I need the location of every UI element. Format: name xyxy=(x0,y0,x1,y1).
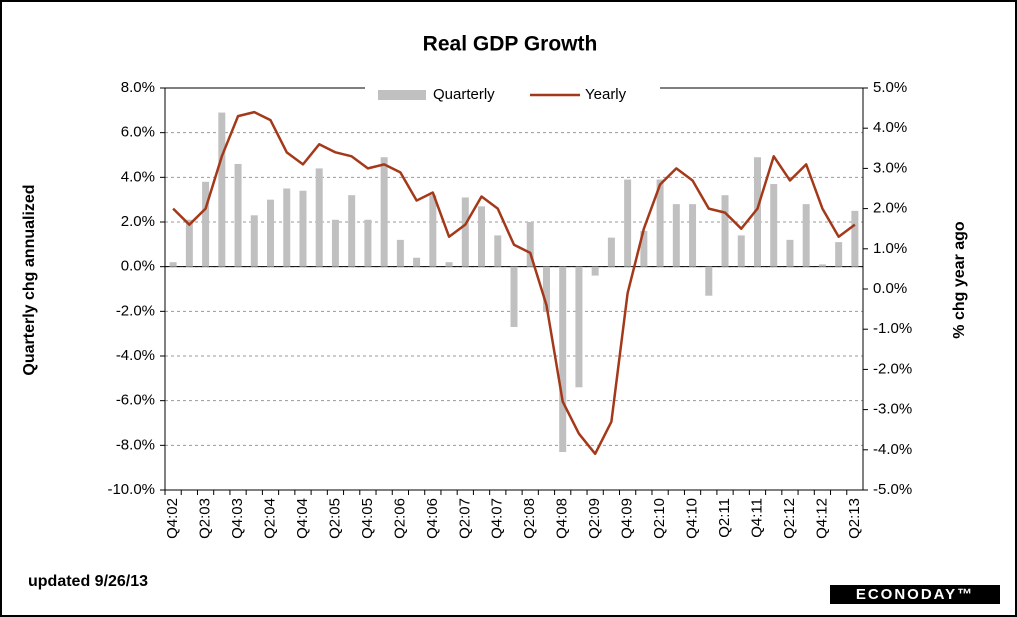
legend-swatch xyxy=(378,90,426,100)
x-tick-label: Q2:08 xyxy=(521,498,538,539)
legend-background xyxy=(365,87,660,103)
y2-tick-label: -4.0% xyxy=(873,441,912,458)
x-tick-label: Q4:03 xyxy=(229,498,246,539)
bar xyxy=(591,266,599,276)
x-tick-label: Q2:05 xyxy=(326,498,343,539)
y2-tick-label: 2.0% xyxy=(873,200,907,217)
x-tick-label: Q4:06 xyxy=(424,498,441,539)
x-tick-label: Q2:07 xyxy=(456,498,473,539)
bar xyxy=(770,184,778,267)
bar xyxy=(705,266,713,296)
y2-tick-label: -5.0% xyxy=(873,481,912,498)
y-tick-label: 6.0% xyxy=(121,124,155,141)
bar xyxy=(413,257,421,267)
bar xyxy=(478,206,486,267)
x-tick-label: Q4:10 xyxy=(684,498,701,539)
bar xyxy=(364,219,372,267)
bar xyxy=(526,222,534,267)
legend-label: Quarterly xyxy=(433,86,495,103)
bar xyxy=(348,195,356,267)
y2-tick-label: -1.0% xyxy=(873,320,912,337)
bar xyxy=(445,262,453,267)
bar xyxy=(656,179,664,267)
y2-tick-label: -3.0% xyxy=(873,401,912,418)
bar xyxy=(672,204,680,267)
bar xyxy=(575,266,583,388)
bar xyxy=(835,242,843,267)
x-tick-label: Q4:09 xyxy=(619,498,636,539)
x-tick-label: Q2:09 xyxy=(586,498,603,539)
bar xyxy=(721,195,729,267)
y-tick-label: 4.0% xyxy=(121,168,155,185)
x-tick-label: Q4:12 xyxy=(813,498,830,539)
y2-tick-label: 0.0% xyxy=(873,280,907,297)
x-tick-label: Q2:10 xyxy=(651,498,668,539)
x-tick-label: Q4:07 xyxy=(489,498,506,539)
y-tick-label: 0.0% xyxy=(121,258,155,275)
x-tick-label: Q2:03 xyxy=(197,498,214,539)
bar xyxy=(494,235,502,267)
chart-title: Real GDP Growth xyxy=(423,33,598,56)
bar xyxy=(689,204,697,267)
bar xyxy=(851,210,859,267)
x-tick-label: Q2:04 xyxy=(261,498,278,539)
footnote: updated 9/26/13 xyxy=(28,573,148,590)
bar xyxy=(640,230,648,267)
y-tick-label: -6.0% xyxy=(116,392,155,409)
y2-tick-label: 4.0% xyxy=(873,119,907,136)
y-tick-label: -2.0% xyxy=(116,302,155,319)
bar xyxy=(315,168,323,267)
bar xyxy=(396,239,404,267)
bar xyxy=(380,157,388,267)
y2-tick-label: 5.0% xyxy=(873,79,907,96)
bar xyxy=(331,219,339,267)
x-tick-label: Q4:02 xyxy=(164,498,181,539)
y-tick-label: 8.0% xyxy=(121,79,155,96)
bar xyxy=(607,237,615,267)
y-tick-label: -10.0% xyxy=(107,481,155,498)
bar xyxy=(786,239,794,267)
y2-axis-label: % chg year ago xyxy=(951,221,968,339)
y-tick-label: -8.0% xyxy=(116,436,155,453)
legend-label: Yearly xyxy=(585,86,627,103)
x-tick-label: Q4:04 xyxy=(294,498,311,539)
y2-tick-label: -2.0% xyxy=(873,360,912,377)
bar xyxy=(818,264,826,267)
logo: ECONODAY™ xyxy=(856,586,974,603)
bar xyxy=(542,266,550,312)
bar xyxy=(737,235,745,267)
x-tick-label: Q4:08 xyxy=(554,498,571,539)
bar xyxy=(802,204,810,267)
x-tick-label: Q2:06 xyxy=(391,498,408,539)
x-tick-label: Q4:05 xyxy=(359,498,376,539)
bar xyxy=(234,163,242,267)
bar xyxy=(753,157,761,267)
bar xyxy=(185,219,193,267)
bar xyxy=(299,190,307,267)
bar xyxy=(624,179,632,267)
bar xyxy=(202,181,210,267)
bar xyxy=(283,188,291,267)
x-tick-label: Q4:11 xyxy=(748,498,765,538)
bar xyxy=(169,262,177,267)
y-tick-label: 2.0% xyxy=(121,213,155,230)
line xyxy=(172,110,856,456)
y-tick-label: -4.0% xyxy=(116,347,155,364)
bar xyxy=(510,266,518,327)
bar xyxy=(218,112,226,267)
x-tick-label: Q2:12 xyxy=(781,498,798,539)
bar xyxy=(559,266,567,453)
bar xyxy=(429,195,437,267)
x-tick-label: Q2:11 xyxy=(716,498,733,538)
x-tick-label: Q2:13 xyxy=(846,498,863,539)
y2-tick-label: 1.0% xyxy=(873,240,907,257)
bar xyxy=(267,199,275,267)
y2-tick-label: 3.0% xyxy=(873,159,907,176)
logo-box xyxy=(830,585,1000,604)
bar xyxy=(250,215,258,267)
y-axis-label: Quarterly chg annualized xyxy=(21,184,38,375)
bar xyxy=(461,197,469,267)
